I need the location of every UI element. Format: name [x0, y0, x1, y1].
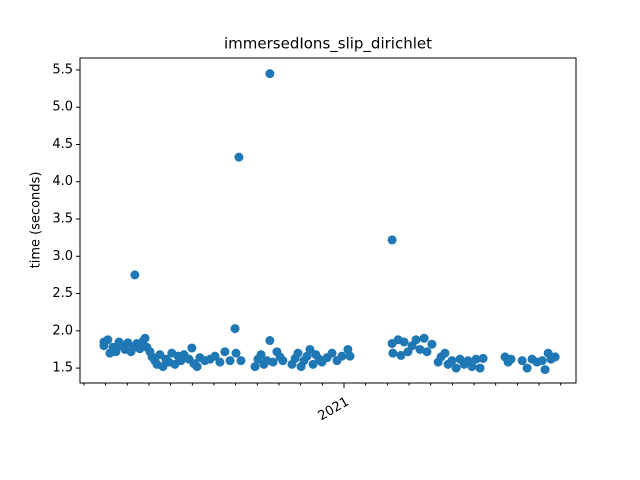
- point: [522, 363, 532, 373]
- point: [210, 351, 220, 361]
- point: [265, 69, 275, 79]
- point: [447, 356, 457, 366]
- plot-frame: [79, 57, 577, 384]
- point: [130, 270, 140, 280]
- point: [256, 350, 266, 360]
- point: [308, 359, 318, 369]
- point: [305, 344, 315, 354]
- point: [140, 333, 150, 343]
- point: [327, 348, 337, 358]
- point: [187, 343, 197, 353]
- point: [506, 354, 516, 364]
- point: [396, 350, 406, 360]
- point: [517, 356, 527, 366]
- point: [278, 356, 288, 366]
- y-tick-label: 4.5: [52, 137, 73, 152]
- point: [250, 362, 260, 372]
- point: [111, 347, 121, 357]
- y-tick-label: 2.0: [52, 323, 73, 338]
- point: [225, 356, 235, 366]
- point: [302, 351, 312, 361]
- point: [422, 347, 432, 357]
- y-tick-label: 2.5: [52, 286, 73, 301]
- point: [388, 348, 398, 358]
- point: [411, 335, 421, 345]
- point: [471, 354, 481, 364]
- point: [345, 351, 355, 361]
- point: [427, 339, 437, 349]
- point: [265, 336, 275, 346]
- y-tick-label: 5.0: [52, 100, 73, 115]
- point: [550, 352, 560, 362]
- point: [220, 347, 230, 357]
- point: [537, 356, 547, 366]
- point: [399, 337, 409, 347]
- y-tick-label: 4.0: [52, 174, 73, 189]
- point: [475, 363, 485, 373]
- point: [415, 344, 425, 354]
- point: [540, 365, 550, 375]
- point: [234, 152, 244, 162]
- point: [337, 351, 347, 361]
- point: [268, 357, 278, 367]
- point: [440, 348, 450, 358]
- point: [467, 362, 477, 372]
- y-tick-label: 5.5: [52, 62, 73, 77]
- y-tick-label: 3.5: [52, 212, 73, 227]
- point: [215, 357, 225, 367]
- y-tick-label: 3.0: [52, 249, 73, 264]
- point: [236, 356, 246, 366]
- point: [231, 348, 241, 358]
- point: [230, 324, 240, 334]
- point: [293, 348, 303, 358]
- point: [451, 363, 461, 373]
- chart-title: immersedIons_slip_dirichlet: [224, 35, 432, 54]
- point: [387, 235, 397, 245]
- y-tick-label: 1.5: [52, 361, 73, 376]
- point: [103, 335, 113, 345]
- point: [135, 344, 145, 354]
- point: [478, 353, 488, 363]
- y-axis-label: time (seconds): [29, 172, 44, 269]
- point: [419, 333, 429, 343]
- point: [192, 362, 202, 372]
